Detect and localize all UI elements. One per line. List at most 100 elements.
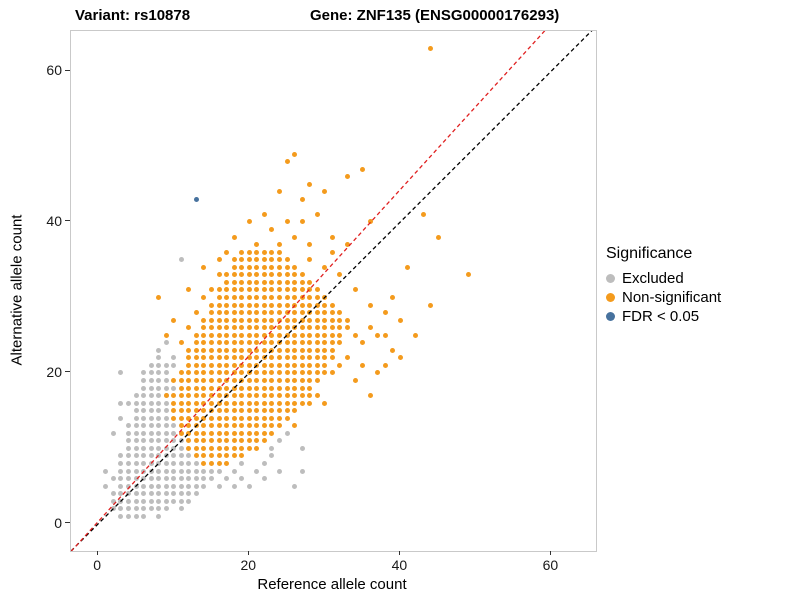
data-point <box>231 393 237 398</box>
data-point <box>224 249 230 255</box>
data-point <box>277 408 282 414</box>
data-point <box>193 491 199 497</box>
data-point <box>314 325 320 331</box>
data-point <box>284 370 290 376</box>
data-point <box>284 355 290 361</box>
data-point <box>201 340 207 346</box>
data-point <box>390 294 396 300</box>
data-point <box>224 408 230 414</box>
data-point <box>269 400 275 406</box>
data-point <box>118 400 124 406</box>
data-point <box>345 242 350 248</box>
data-point <box>299 468 305 474</box>
data-point <box>254 272 260 278</box>
data-point <box>254 317 260 323</box>
data-point <box>148 468 154 474</box>
data-point <box>269 287 275 293</box>
data-point <box>329 355 335 361</box>
data-point <box>329 370 335 376</box>
data-point <box>277 362 282 368</box>
data-point <box>246 340 252 346</box>
data-point <box>156 438 162 444</box>
data-point <box>367 393 373 398</box>
data-point <box>254 249 260 255</box>
data-point <box>254 302 260 308</box>
data-point <box>307 302 313 308</box>
data-point <box>224 461 230 466</box>
data-point <box>261 476 267 481</box>
data-point <box>269 377 275 383</box>
data-point <box>125 453 131 459</box>
data-point <box>292 377 298 383</box>
data-point <box>239 332 245 338</box>
data-point <box>201 264 207 270</box>
data-point <box>224 393 230 398</box>
data-point <box>261 325 267 331</box>
data-point <box>239 362 245 368</box>
data-point <box>118 506 124 512</box>
data-point <box>314 355 320 361</box>
data-point <box>186 483 192 489</box>
data-point <box>254 415 260 421</box>
data-point <box>254 294 260 300</box>
data-point <box>148 491 154 497</box>
data-point <box>178 400 184 406</box>
data-point <box>329 325 335 331</box>
data-point <box>292 423 298 429</box>
data-point <box>110 498 116 504</box>
data-point <box>186 491 192 497</box>
data-point <box>299 279 305 285</box>
data-point <box>246 264 252 270</box>
data-point <box>216 257 222 263</box>
data-point <box>284 219 290 225</box>
data-point <box>171 468 177 474</box>
data-point <box>209 310 214 315</box>
data-point <box>345 325 350 331</box>
data-point <box>307 294 313 300</box>
data-point <box>163 476 169 481</box>
x-axis-label: Reference allele count <box>257 576 407 593</box>
data-point <box>292 400 298 406</box>
data-point <box>141 461 146 466</box>
data-point <box>209 400 214 406</box>
data-point <box>307 181 313 187</box>
data-point <box>193 377 199 383</box>
data-point <box>148 445 154 451</box>
data-point <box>186 400 192 406</box>
data-point <box>299 385 305 391</box>
data-point <box>367 219 373 225</box>
data-point <box>186 476 192 481</box>
data-point <box>246 272 252 278</box>
data-point <box>118 491 124 497</box>
data-point <box>239 279 245 285</box>
data-point <box>209 423 214 429</box>
data-point <box>254 400 260 406</box>
data-point <box>186 408 192 414</box>
data-point <box>292 483 298 489</box>
data-point <box>201 347 207 353</box>
data-point <box>246 279 252 285</box>
data-point <box>156 415 162 421</box>
data-point <box>239 370 245 376</box>
data-point <box>277 370 282 376</box>
data-point <box>261 211 267 217</box>
data-point <box>178 498 184 504</box>
data-point <box>178 461 184 466</box>
data-point <box>246 377 252 383</box>
data-point <box>171 362 177 368</box>
data-point <box>231 302 237 308</box>
data-point <box>216 423 222 429</box>
data-point <box>345 355 350 361</box>
data-point <box>178 468 184 474</box>
data-point <box>277 242 282 248</box>
data-point <box>141 408 146 414</box>
data-point <box>156 347 162 353</box>
data-point <box>193 468 199 474</box>
data-point <box>231 294 237 300</box>
data-point <box>178 385 184 391</box>
data-point <box>269 325 275 331</box>
data-point <box>133 468 139 474</box>
data-point <box>239 294 245 300</box>
data-point <box>193 196 199 202</box>
data-point <box>284 257 290 263</box>
